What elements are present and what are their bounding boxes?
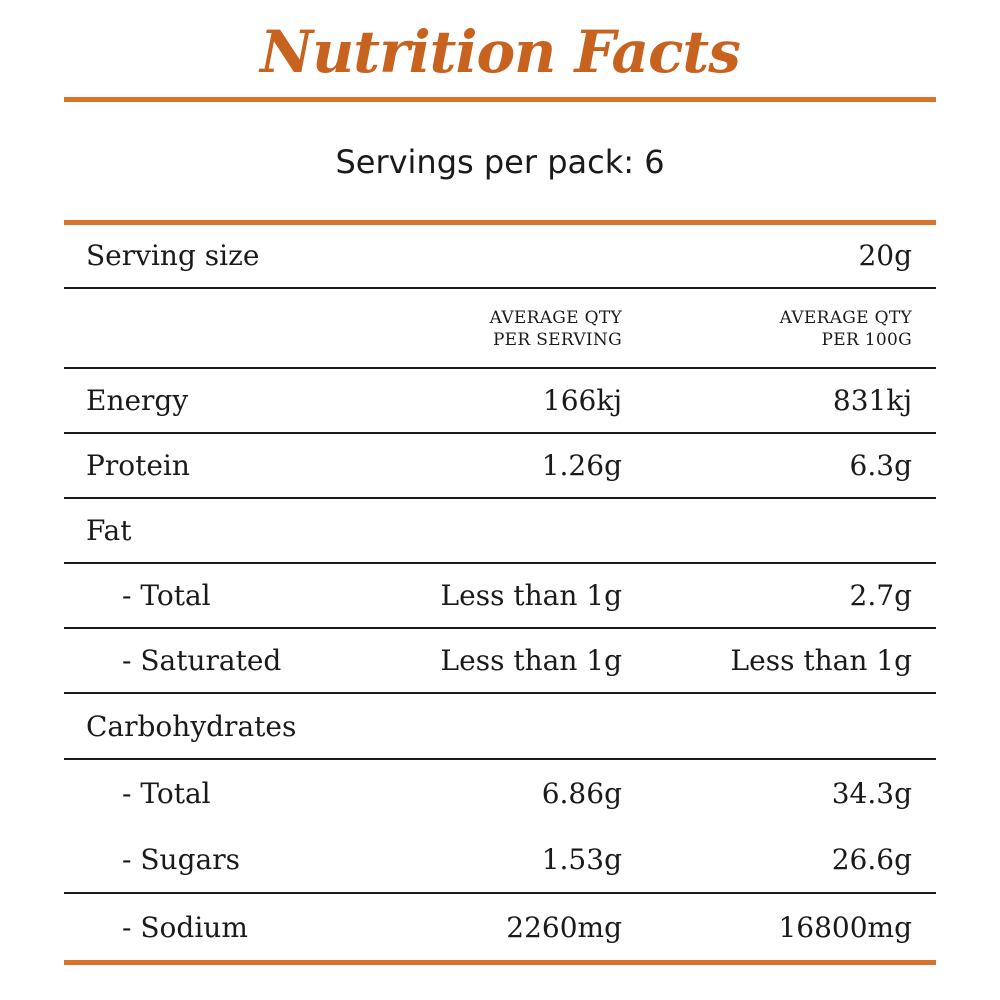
fat-saturated-per-100g: Less than 1g (730, 644, 912, 677)
per-serving-header-line-1: AVERAGE QTY (489, 308, 622, 328)
fat-label: Fat (86, 514, 132, 547)
sodium-per-100g: 16800mg (778, 910, 912, 944)
carbohydrates-total-row: - Total 6.86g 34.3g (64, 760, 936, 826)
nutrition-table: Serving size 20g AVERAGE QTY PER SERVING… (64, 224, 936, 960)
protein-per-100g: 6.3g (849, 449, 912, 482)
fat-total-per-100g: 2.7g (849, 579, 912, 612)
table-top-divider (64, 220, 936, 225)
sugars-row: - Sugars 1.53g 26.6g (64, 826, 936, 894)
per-serving-header-line-2: PER SERVING (492, 330, 622, 350)
energy-label: Energy (86, 384, 189, 417)
sugars-per-serving: 1.53g (541, 842, 622, 876)
sodium-per-serving: 2260mg (506, 910, 622, 944)
sodium-label: - Sodium (122, 910, 248, 944)
fat-saturated-per-serving: Less than 1g (440, 644, 622, 677)
energy-row: Energy 166kj 831kj (64, 369, 936, 434)
fat-row: Fat (64, 499, 936, 564)
per-100g-header-line-2: PER 100G (821, 330, 912, 350)
carbohydrates-total-per-100g: 34.3g (831, 776, 912, 810)
fat-total-row: - Total Less than 1g 2.7g (64, 564, 936, 629)
fat-saturated-row: - Saturated Less than 1g Less than 1g (64, 629, 936, 694)
fat-total-per-serving: Less than 1g (440, 579, 622, 612)
column-header-row: AVERAGE QTY PER SERVING AVERAGE QTY PER … (64, 289, 936, 369)
protein-label: Protein (86, 449, 190, 482)
sugars-per-100g: 26.6g (831, 842, 912, 876)
per-serving-header: AVERAGE QTY PER SERVING (490, 307, 622, 351)
sodium-row: - Sodium 2260mg 16800mg (64, 894, 936, 960)
carbohydrates-total-per-serving: 6.86g (541, 776, 622, 810)
energy-per-100g: 831kj (832, 384, 912, 417)
carbohydrates-row: Carbohydrates (64, 694, 936, 760)
table-bottom-divider (64, 960, 936, 965)
carbohydrates-label: Carbohydrates (86, 709, 297, 743)
sugars-label: - Sugars (122, 842, 240, 876)
fat-total-label: - Total (122, 579, 211, 612)
per-100g-header-line-1: AVERAGE QTY (779, 308, 912, 328)
protein-row: Protein 1.26g 6.3g (64, 434, 936, 499)
title-divider (64, 97, 936, 102)
energy-per-serving: 166kj (542, 384, 622, 417)
serving-size-label: Serving size (86, 239, 260, 272)
protein-per-serving: 1.26g (541, 449, 622, 482)
servings-per-pack: Servings per pack: 6 (335, 143, 665, 181)
fat-saturated-label: - Saturated (122, 644, 282, 677)
page-title: Nutrition Facts (260, 18, 741, 86)
serving-size-value: 20g (858, 239, 912, 272)
per-100g-header: AVERAGE QTY PER 100G (780, 307, 912, 351)
carbohydrates-total-label: - Total (122, 776, 211, 810)
serving-size-row: Serving size 20g (64, 224, 936, 289)
